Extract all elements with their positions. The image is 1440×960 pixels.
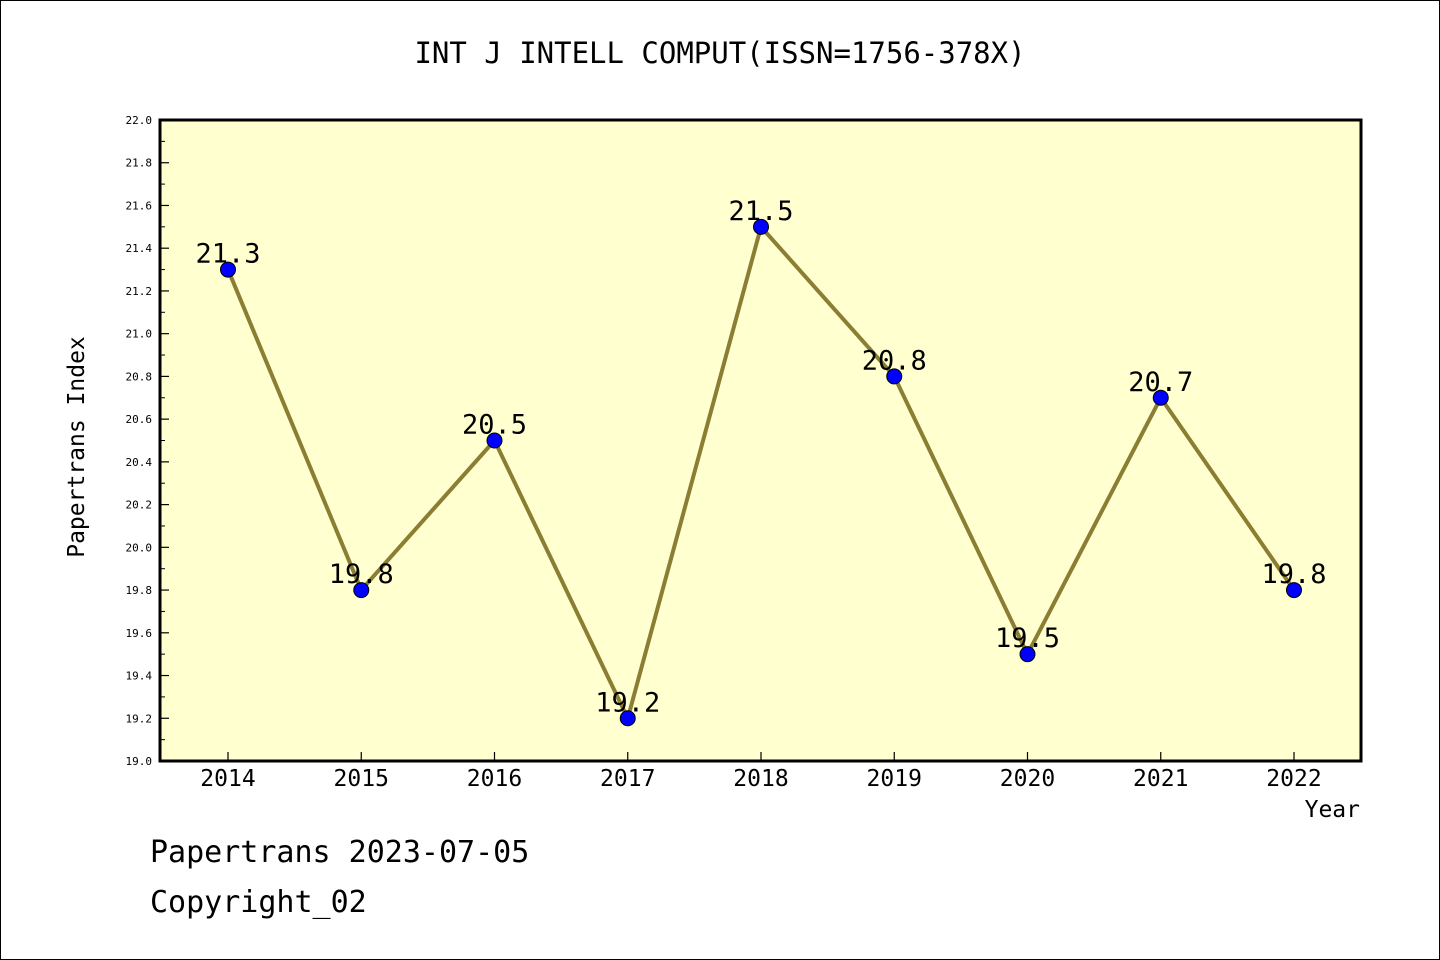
y-tick-label: 21.0 xyxy=(126,328,153,341)
y-tick-label: 19.2 xyxy=(126,712,153,725)
data-point xyxy=(220,261,236,278)
y-tick-label: 21.6 xyxy=(126,199,153,212)
x-tick-label: 2020 xyxy=(1000,766,1055,792)
y-tick-label: 21.2 xyxy=(126,285,153,298)
data-point xyxy=(619,710,636,727)
x-tick-label: 2017 xyxy=(600,766,655,792)
y-tick-label: 21.4 xyxy=(126,242,153,255)
y-tick-label: 22.0 xyxy=(126,114,153,127)
data-point xyxy=(486,432,503,449)
x-tick-label: 2022 xyxy=(1266,766,1321,792)
y-tick-label: 20.2 xyxy=(126,499,153,512)
x-tick-label: 2014 xyxy=(200,766,255,792)
y-tick-label: 20.0 xyxy=(126,541,153,554)
y-tick-label: 21.8 xyxy=(126,157,153,170)
data-point xyxy=(753,218,769,235)
y-tick-label: 19.6 xyxy=(126,627,153,640)
chart-title: INT J INTELL COMPUT(ISSN=1756-378X) xyxy=(414,36,1026,70)
footer-date: Papertrans 2023-07-05 xyxy=(150,835,530,870)
y-axis: 19.0 19.2 19.4 19.6 19.8 20.0 20.2 20.4 20.6 20.8… xyxy=(126,114,169,768)
data-point xyxy=(1152,389,1169,406)
y-tick-label: 20.8 xyxy=(126,370,153,383)
data-label: 21.3 xyxy=(195,239,260,270)
x-axis-label: Year xyxy=(1304,797,1360,823)
data-label: 20.8 xyxy=(862,345,927,376)
plot-border xyxy=(158,118,1363,763)
y-tick-label: 19.4 xyxy=(126,670,153,683)
data-label: 20.7 xyxy=(1128,367,1193,398)
data-label: 19.8 xyxy=(1261,559,1326,590)
x-tick-label: 2019 xyxy=(867,766,922,792)
y-tick-label: 20.6 xyxy=(126,413,153,426)
footer-copyright: Copyright_02 xyxy=(150,885,367,920)
y-tick-label: 20.4 xyxy=(126,456,153,469)
x-axis: 2014 2015 2016 2017 2018 2019 2020 2021 2022 xyxy=(200,752,1322,792)
points-layer xyxy=(220,218,1302,727)
data-label: 21.5 xyxy=(728,196,793,227)
y-tick-label: 19.0 xyxy=(126,755,153,768)
data-label: 20.5 xyxy=(462,410,527,441)
data-point xyxy=(1286,582,1302,599)
data-labels-layer: 21.3 19.8 20.5 19.2 21.5 20.8 19.5 20.7 19.8 xyxy=(195,196,1326,718)
data-point xyxy=(886,368,903,385)
y-tick-label: 19.8 xyxy=(126,584,153,597)
y-axis-label: Papertrans Index xyxy=(64,336,90,558)
x-tick-label: 2021 xyxy=(1133,766,1188,792)
data-label: 19.2 xyxy=(595,687,660,718)
x-tick-label: 2015 xyxy=(334,766,389,792)
data-point xyxy=(353,582,370,599)
data-point xyxy=(1019,646,1036,663)
x-tick-label: 2016 xyxy=(467,766,522,792)
data-label: 19.5 xyxy=(995,623,1060,654)
x-tick-label: 2018 xyxy=(733,766,788,792)
data-label: 19.8 xyxy=(329,559,394,590)
